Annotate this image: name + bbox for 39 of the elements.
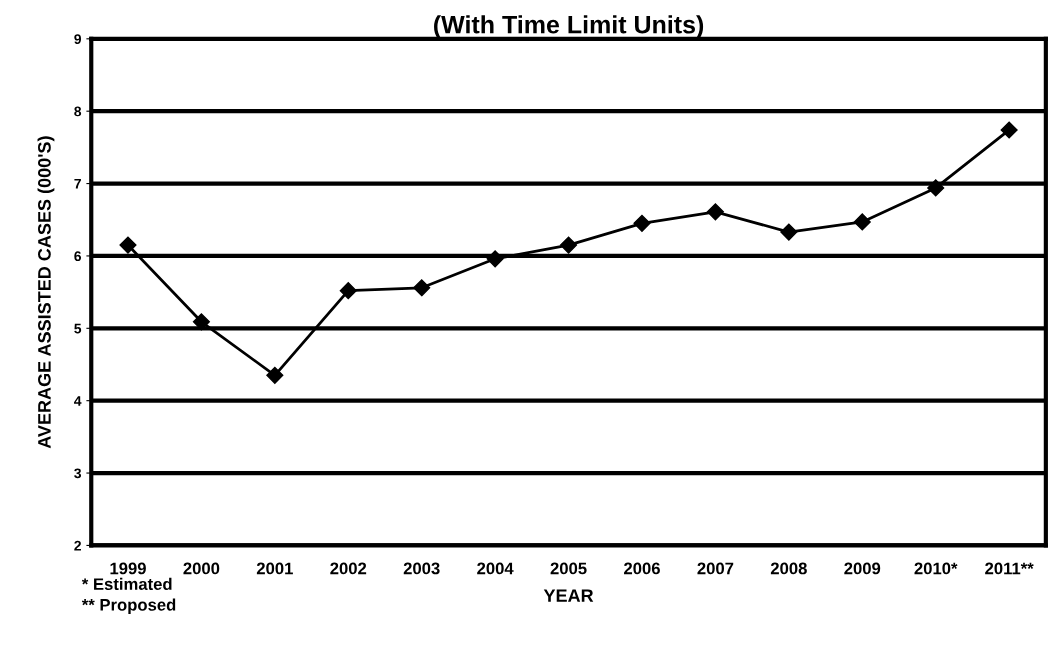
x-tick-label: 2009 (844, 562, 881, 575)
x-tick-label: 2005 (550, 562, 587, 575)
x-tick-label: 2002 (330, 562, 367, 575)
text: ** Proposed (81, 598, 176, 615)
x-tick-label: 2000 (183, 562, 220, 575)
chart-title: (With Time Limit Units) (434, 15, 704, 39)
x-tick-label: 2011** (985, 562, 1034, 575)
point (927, 179, 945, 197)
point (560, 236, 578, 254)
point (192, 313, 210, 331)
point (706, 203, 724, 221)
y-tick-label: 9 (74, 34, 82, 44)
point (780, 223, 798, 241)
x-tick-label: 2004 (477, 562, 514, 575)
point (633, 214, 651, 232)
point (853, 213, 871, 231)
x-tick-label: 1999 (110, 562, 146, 575)
point (486, 250, 504, 268)
point (339, 282, 357, 300)
y-tick-label: 2 (74, 540, 81, 551)
y-tick-label: 8 (74, 106, 82, 117)
point (413, 279, 431, 297)
text: * Estimated (81, 577, 172, 591)
y-tick-label: 6 (74, 251, 82, 262)
x-tick-label: 2010* (914, 562, 958, 575)
x-tick-label: 2006 (624, 562, 660, 575)
y-tick-label: 3 (74, 468, 82, 479)
x-axis-title: YEAR (543, 589, 594, 602)
y-tick-label: 7 (74, 179, 81, 189)
x-tick-label: 2001 (256, 562, 293, 575)
x-tick-label: 2008 (770, 562, 807, 575)
point (119, 236, 137, 254)
y-tick-label: 4 (74, 396, 82, 406)
point (1000, 121, 1018, 139)
x-tick-label: 2003 (403, 562, 440, 575)
y-tick-label: 5 (74, 323, 82, 334)
point (266, 366, 284, 384)
x-tick-label: 2007 (697, 562, 734, 575)
y-axis-title: AVERAGE ASSISTED CASES (000'S) (37, 136, 55, 449)
